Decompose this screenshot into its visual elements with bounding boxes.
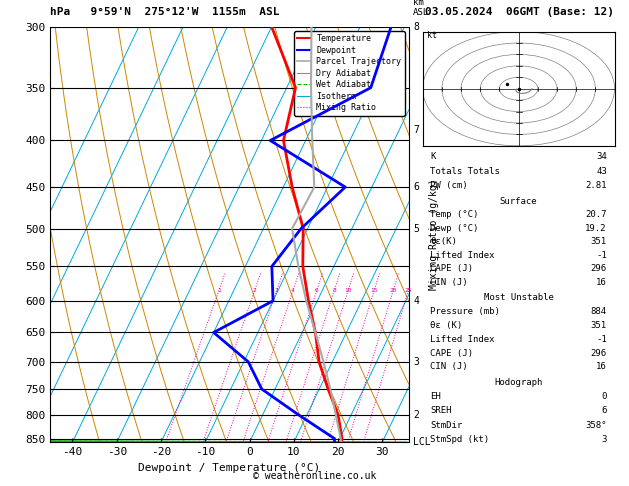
Text: 6: 6: [314, 288, 318, 294]
Text: 3: 3: [413, 357, 419, 367]
Text: CIN (J): CIN (J): [430, 278, 468, 287]
Text: 16: 16: [596, 278, 607, 287]
Text: 5: 5: [413, 224, 419, 234]
Text: 8: 8: [332, 288, 336, 294]
Text: 25: 25: [404, 288, 412, 294]
Text: Surface: Surface: [500, 197, 537, 206]
Text: 2: 2: [413, 410, 419, 419]
Text: © weatheronline.co.uk: © weatheronline.co.uk: [253, 471, 376, 481]
Text: Pressure (mb): Pressure (mb): [430, 307, 500, 316]
Text: Dewp (°C): Dewp (°C): [430, 224, 479, 233]
Text: 296: 296: [591, 264, 607, 273]
Text: Temp (°C): Temp (°C): [430, 210, 479, 219]
Text: Most Unstable: Most Unstable: [484, 294, 554, 302]
Text: CAPE (J): CAPE (J): [430, 264, 474, 273]
Text: 884: 884: [591, 307, 607, 316]
Text: 351: 351: [591, 237, 607, 246]
Text: Mixing Ratio (g/kg): Mixing Ratio (g/kg): [429, 179, 439, 290]
Text: 43: 43: [596, 167, 607, 175]
Text: -1: -1: [596, 335, 607, 344]
Text: km
ASL: km ASL: [413, 0, 429, 17]
Text: 03.05.2024  06GMT (Base: 12): 03.05.2024 06GMT (Base: 12): [425, 7, 613, 17]
Text: 1: 1: [217, 288, 221, 294]
Text: 7: 7: [413, 125, 419, 136]
Text: 351: 351: [591, 321, 607, 330]
Text: K: K: [430, 152, 436, 161]
Text: 2: 2: [253, 288, 257, 294]
Text: PW (cm): PW (cm): [430, 181, 468, 190]
Legend: Temperature, Dewpoint, Parcel Trajectory, Dry Adiabat, Wet Adiabat, Isotherm, Mi: Temperature, Dewpoint, Parcel Trajectory…: [294, 31, 404, 116]
Text: Totals Totals: Totals Totals: [430, 167, 500, 175]
Text: StmDir: StmDir: [430, 420, 462, 430]
Text: 0: 0: [601, 392, 607, 401]
Text: 4: 4: [413, 296, 419, 306]
Text: 34: 34: [596, 152, 607, 161]
Text: 2.81: 2.81: [586, 181, 607, 190]
Text: 358°: 358°: [586, 420, 607, 430]
Text: 20.7: 20.7: [586, 210, 607, 219]
Text: hPa   9°59'N  275°12'W  1155m  ASL: hPa 9°59'N 275°12'W 1155m ASL: [50, 7, 280, 17]
Text: SREH: SREH: [430, 406, 452, 416]
Text: 6: 6: [601, 406, 607, 416]
Text: 3: 3: [601, 434, 607, 444]
Text: 296: 296: [591, 348, 607, 358]
Text: 3: 3: [275, 288, 279, 294]
Text: CIN (J): CIN (J): [430, 363, 468, 371]
Text: 19.2: 19.2: [586, 224, 607, 233]
Text: 15: 15: [370, 288, 378, 294]
Text: 10: 10: [344, 288, 352, 294]
Text: CAPE (J): CAPE (J): [430, 348, 474, 358]
Text: 8: 8: [413, 22, 419, 32]
Text: LCL: LCL: [413, 437, 431, 447]
Text: θε (K): θε (K): [430, 321, 462, 330]
Text: Hodograph: Hodograph: [494, 378, 543, 387]
X-axis label: Dewpoint / Temperature (°C): Dewpoint / Temperature (°C): [138, 463, 321, 473]
Text: EH: EH: [430, 392, 441, 401]
Text: Lifted Index: Lifted Index: [430, 251, 495, 260]
Text: 4: 4: [291, 288, 295, 294]
Text: Lifted Index: Lifted Index: [430, 335, 495, 344]
Text: -1: -1: [596, 251, 607, 260]
Text: kt: kt: [426, 32, 437, 40]
Text: 6: 6: [413, 182, 419, 192]
Text: 20: 20: [389, 288, 397, 294]
Text: θε(K): θε(K): [430, 237, 457, 246]
Text: StmSpd (kt): StmSpd (kt): [430, 434, 489, 444]
Text: 16: 16: [596, 363, 607, 371]
